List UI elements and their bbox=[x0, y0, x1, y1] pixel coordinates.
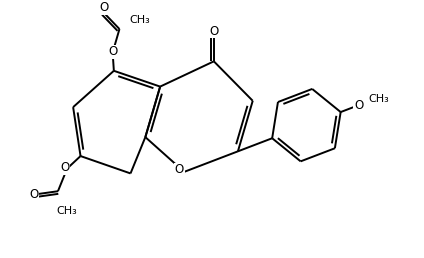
Text: CH₃: CH₃ bbox=[368, 94, 389, 104]
Text: O: O bbox=[175, 163, 184, 176]
Text: CH₃: CH₃ bbox=[56, 206, 77, 216]
Text: CH₃: CH₃ bbox=[130, 15, 151, 25]
Text: O: O bbox=[99, 2, 109, 14]
Text: O: O bbox=[29, 188, 38, 201]
Text: O: O bbox=[354, 99, 363, 112]
Text: O: O bbox=[61, 161, 70, 174]
Text: O: O bbox=[209, 25, 218, 38]
Text: O: O bbox=[109, 45, 118, 58]
